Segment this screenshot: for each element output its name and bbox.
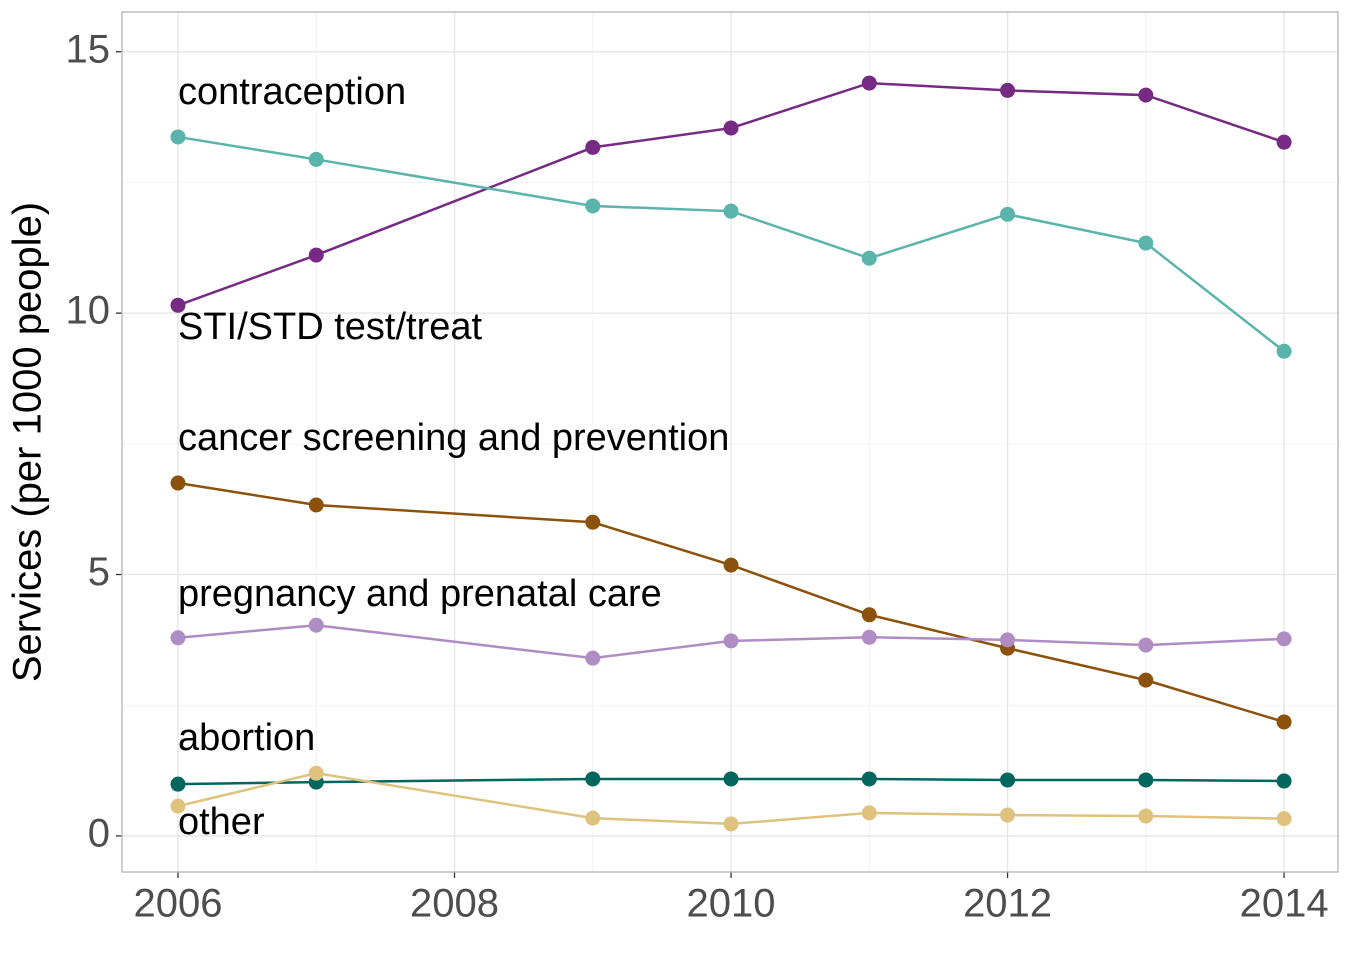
- point: [861, 75, 877, 91]
- point: [861, 805, 877, 821]
- point: [170, 630, 186, 646]
- point: [1276, 773, 1292, 789]
- point: [1276, 134, 1292, 150]
- point: [585, 810, 601, 826]
- x-tick-label: 2010: [687, 882, 776, 926]
- point: [1138, 637, 1154, 653]
- y-tick-label: 0: [88, 811, 110, 855]
- series-label: abortion: [178, 717, 315, 759]
- point: [723, 816, 739, 832]
- point: [1276, 714, 1292, 730]
- point: [170, 475, 186, 491]
- point: [585, 514, 601, 530]
- y-axis-title: Services (per 1000 people): [6, 202, 50, 682]
- point: [1138, 808, 1154, 824]
- point: [585, 139, 601, 155]
- series-line: [177, 481, 1285, 724]
- point: [1276, 343, 1292, 359]
- point: [170, 297, 186, 313]
- point: [1138, 235, 1154, 251]
- point: [1276, 811, 1292, 827]
- point: [585, 771, 601, 787]
- point: [170, 798, 186, 814]
- series-label: cancer screening and prevention: [178, 417, 729, 459]
- point: [308, 617, 324, 633]
- plot-border: [121, 11, 1339, 873]
- series-line: [177, 81, 1285, 307]
- series-label: pregnancy and prenatal care: [178, 573, 662, 615]
- point: [1000, 206, 1016, 222]
- series-label: other: [178, 801, 265, 843]
- point: [861, 629, 877, 645]
- point: [861, 771, 877, 787]
- x-tick-label: 2008: [410, 882, 499, 926]
- point: [1000, 632, 1016, 648]
- y-tick-label: 15: [66, 27, 111, 71]
- point: [308, 247, 324, 263]
- point: [1138, 87, 1154, 103]
- series-line: [177, 135, 1285, 353]
- point: [1000, 82, 1016, 98]
- series-line: [177, 623, 1285, 660]
- point: [1138, 772, 1154, 788]
- point: [723, 771, 739, 787]
- series-label: contraception: [178, 71, 406, 113]
- y-tick-label: 5: [88, 550, 110, 594]
- point: [861, 250, 877, 266]
- point: [308, 497, 324, 513]
- point: [308, 151, 324, 167]
- point: [723, 557, 739, 573]
- x-tick-label: 2006: [134, 882, 223, 926]
- point: [1000, 807, 1016, 823]
- point: [170, 776, 186, 792]
- point: [723, 203, 739, 219]
- point: [170, 129, 186, 145]
- series-line: [177, 771, 1285, 826]
- point: [1138, 672, 1154, 688]
- point: [861, 607, 877, 623]
- x-tick-label: 2014: [1240, 882, 1329, 926]
- point: [1000, 772, 1016, 788]
- point: [723, 633, 739, 649]
- point: [585, 198, 601, 214]
- series-label: STI/STD test/treat: [178, 306, 483, 348]
- point: [1276, 631, 1292, 647]
- point: [585, 650, 601, 666]
- x-tick-label: 2012: [963, 882, 1052, 926]
- point: [308, 765, 324, 781]
- point: [723, 120, 739, 136]
- y-tick-label: 10: [66, 289, 111, 333]
